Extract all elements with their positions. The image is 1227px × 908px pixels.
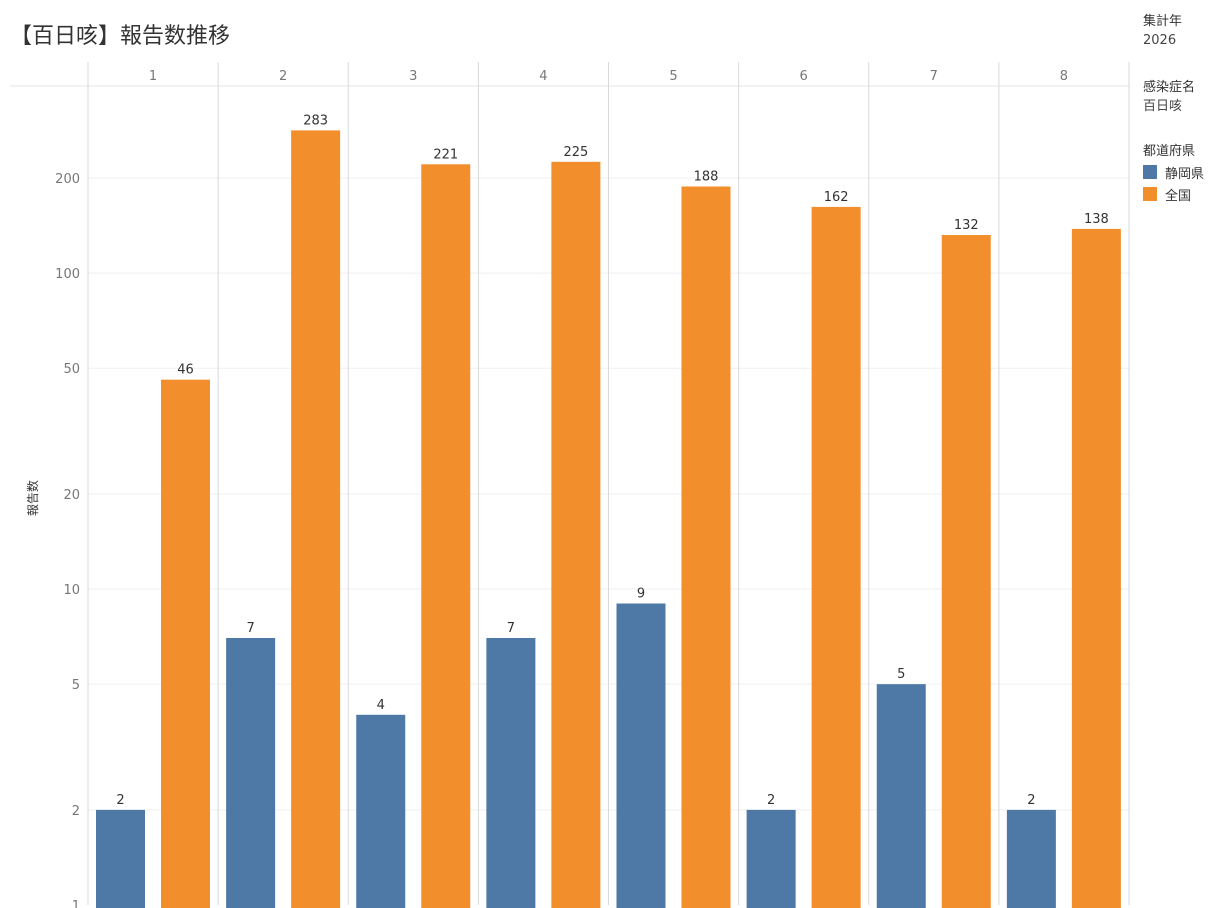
data-label-national-7: 132 — [954, 218, 979, 233]
bar-national-2[interactable] — [291, 130, 341, 908]
column-header-5: 5 — [669, 69, 677, 84]
filter-disease-title: 感染症名 — [1143, 80, 1196, 95]
y-tick-label-50: 50 — [63, 362, 80, 377]
filter-year-title: 集計年 — [1143, 14, 1183, 29]
data-label-shizuoka-6: 2 — [767, 793, 775, 808]
data-label-national-4: 225 — [563, 145, 588, 160]
y-tick-label-200: 200 — [55, 172, 80, 187]
data-label-national-2: 283 — [303, 113, 328, 128]
data-label-shizuoka-4: 7 — [507, 621, 515, 636]
bar-national-1[interactable] — [161, 379, 210, 908]
bar-shizuoka-4[interactable] — [486, 637, 536, 908]
column-header-8: 8 — [1060, 69, 1068, 84]
bar-shizuoka-6[interactable] — [746, 809, 796, 908]
legend-swatch-shizuoka — [1143, 165, 1157, 179]
data-label-shizuoka-7: 5 — [897, 667, 905, 682]
legend-panel: 集計年 2026 感染症名 百日咳 都道府県 静岡県 全国 — [1143, 12, 1204, 205]
data-label-national-6: 162 — [824, 190, 849, 205]
bar-shizuoka-2[interactable] — [226, 637, 276, 908]
y-tick-label-100: 100 — [55, 267, 80, 282]
y-tick-label-2: 2 — [72, 804, 80, 819]
bar-national-4[interactable] — [551, 161, 601, 908]
data-label-shizuoka-5: 9 — [637, 587, 645, 602]
bar-national-5[interactable] — [681, 186, 731, 908]
column-header-2: 2 — [279, 69, 287, 84]
y-axis-label: 報告数 — [25, 480, 40, 516]
bars — [96, 130, 1121, 908]
bar-shizuoka-1[interactable] — [96, 809, 145, 908]
bar-shizuoka-7[interactable] — [876, 684, 926, 908]
bar-shizuoka-5[interactable] — [616, 603, 666, 908]
bar-national-8[interactable] — [1071, 228, 1121, 908]
y-tick-label-5: 5 — [72, 678, 80, 693]
data-label-national-3: 221 — [433, 147, 458, 162]
filter-year-value[interactable]: 2026 — [1143, 33, 1177, 48]
bar-shizuoka-3[interactable] — [356, 714, 406, 908]
legend-pref-title: 都道府県 — [1143, 144, 1196, 159]
data-label-shizuoka-3: 4 — [377, 698, 385, 713]
bar-national-7[interactable] — [941, 235, 991, 908]
column-header-7: 7 — [930, 69, 938, 84]
legend-swatch-national — [1143, 187, 1157, 201]
legend-label-national: 全国 — [1165, 188, 1192, 204]
bar-national-3[interactable] — [421, 164, 471, 908]
legend-item-national[interactable]: 全国 — [1143, 183, 1204, 205]
filter-disease-value[interactable]: 百日咳 — [1143, 99, 1183, 114]
column-header-4: 4 — [539, 69, 547, 84]
column-header-3: 3 — [409, 69, 417, 84]
chart-title: 【百日咳】報告数推移 — [10, 24, 231, 49]
data-label-shizuoka-2: 7 — [246, 621, 254, 636]
data-label-national-5: 188 — [694, 169, 719, 184]
bar-chart: 1251020501002001246272833422147225591886… — [10, 62, 1130, 908]
column-header-1: 1 — [149, 69, 157, 84]
data-label-national-1: 46 — [177, 363, 194, 378]
y-tick-label-1: 1 — [72, 899, 80, 908]
bar-shizuoka-8[interactable] — [1006, 809, 1056, 908]
y-tick-label-10: 10 — [63, 583, 80, 598]
data-label-shizuoka-1: 2 — [116, 793, 124, 808]
y-tick-label-20: 20 — [63, 488, 80, 503]
data-label-shizuoka-8: 2 — [1027, 793, 1035, 808]
column-header-6: 6 — [800, 69, 808, 84]
legend-label-shizuoka: 静岡県 — [1165, 166, 1205, 182]
bar-national-6[interactable] — [811, 206, 861, 908]
data-label-national-8: 138 — [1084, 212, 1109, 227]
legend-item-shizuoka[interactable]: 静岡県 — [1143, 161, 1204, 183]
labels: 1251020501002001246272833422147225591886… — [55, 69, 1109, 908]
